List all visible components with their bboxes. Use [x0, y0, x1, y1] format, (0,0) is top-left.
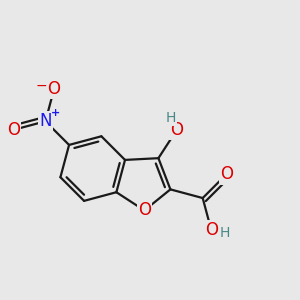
Text: −: − — [36, 79, 47, 93]
Text: H: H — [220, 226, 230, 240]
Text: O: O — [220, 165, 233, 183]
Text: O: O — [7, 121, 20, 139]
Text: O: O — [48, 80, 61, 98]
Text: O: O — [138, 201, 151, 219]
Text: H: H — [165, 111, 176, 125]
Text: +: + — [51, 108, 60, 118]
Text: O: O — [170, 121, 183, 139]
Text: N: N — [39, 112, 52, 130]
Text: O: O — [205, 221, 218, 239]
